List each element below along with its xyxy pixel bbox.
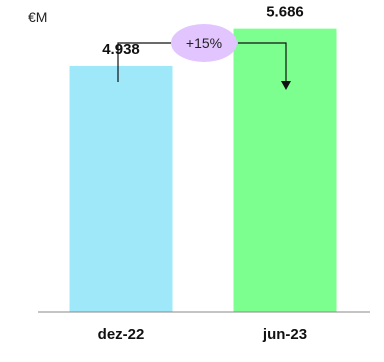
value-label-dez-22: 4.938 bbox=[102, 41, 140, 58]
value-label-jun-23: 5.686 bbox=[266, 4, 304, 21]
category-label-dez-22: dez-22 bbox=[98, 326, 145, 343]
change-connector bbox=[117, 42, 171, 82]
arrow-head-icon bbox=[281, 81, 291, 90]
change-connector-right bbox=[238, 42, 287, 82]
change-bubble bbox=[171, 24, 237, 62]
change-annotation: +15% bbox=[117, 24, 291, 90]
change-label: +15% bbox=[186, 35, 222, 51]
category-label-jun-23: jun-23 bbox=[262, 326, 307, 343]
unit-label: €M bbox=[28, 9, 47, 25]
bar-dez-22 bbox=[69, 65, 173, 312]
bar-jun-23 bbox=[233, 28, 337, 312]
